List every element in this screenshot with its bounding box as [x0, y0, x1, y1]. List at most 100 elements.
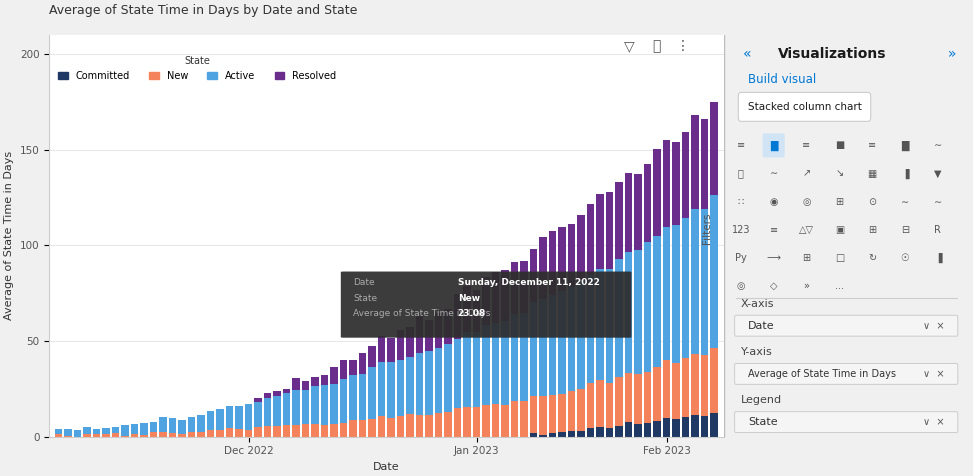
Bar	[577, 215, 585, 280]
Bar	[359, 374, 367, 420]
FancyBboxPatch shape	[739, 92, 871, 121]
Bar	[625, 373, 632, 422]
Bar	[453, 408, 461, 436]
Text: ⊙: ⊙	[868, 197, 877, 207]
Bar	[235, 429, 243, 436]
Bar	[407, 357, 414, 414]
Bar	[691, 115, 699, 208]
Text: ∨  ×: ∨ ×	[922, 369, 945, 379]
Bar	[54, 429, 62, 434]
Bar	[188, 432, 196, 436]
Bar	[530, 249, 537, 302]
Text: ▣: ▣	[835, 225, 844, 235]
Bar	[254, 398, 262, 402]
Text: ■: ■	[835, 140, 844, 150]
Bar	[587, 275, 595, 383]
Bar	[369, 367, 376, 418]
Bar	[369, 346, 376, 367]
Bar	[102, 434, 110, 436]
Bar	[397, 330, 405, 360]
Bar	[710, 348, 718, 413]
Bar	[311, 424, 319, 436]
Bar	[359, 420, 367, 436]
Bar	[663, 227, 670, 360]
Bar	[701, 119, 708, 209]
Bar	[178, 434, 186, 436]
Bar	[331, 384, 338, 424]
Bar	[226, 428, 234, 436]
Text: ≡: ≡	[803, 140, 811, 150]
Bar	[254, 427, 262, 436]
Bar	[577, 388, 585, 431]
Bar	[188, 417, 196, 432]
Bar	[198, 432, 205, 436]
Bar	[264, 398, 271, 426]
Bar	[140, 423, 148, 435]
Bar	[150, 432, 158, 436]
Bar	[302, 424, 309, 436]
Text: X-axis: X-axis	[740, 299, 775, 309]
Text: Date: Date	[748, 321, 775, 331]
Text: ◉: ◉	[770, 197, 777, 207]
Bar	[112, 433, 120, 436]
Text: ◇: ◇	[770, 281, 777, 291]
Bar	[378, 362, 385, 416]
Bar	[539, 396, 547, 435]
Bar	[169, 417, 176, 433]
Bar	[397, 416, 405, 436]
Bar	[530, 433, 537, 436]
Bar	[491, 323, 499, 404]
Bar	[415, 415, 423, 436]
Text: ⊞: ⊞	[835, 197, 844, 207]
Bar	[606, 383, 613, 427]
Bar	[453, 294, 461, 339]
Bar	[559, 291, 566, 394]
Text: ∼: ∼	[770, 169, 777, 178]
Text: ⊞: ⊞	[868, 225, 877, 235]
Bar	[559, 394, 566, 432]
Bar	[425, 415, 433, 436]
Bar	[387, 418, 395, 436]
Bar	[672, 225, 680, 363]
Bar	[178, 420, 186, 434]
Bar	[606, 269, 613, 383]
Text: ☉: ☉	[901, 253, 910, 263]
Bar	[160, 432, 167, 436]
Bar	[682, 416, 690, 436]
Bar	[415, 353, 423, 415]
Text: ▽: ▽	[624, 39, 634, 53]
Bar	[501, 270, 509, 321]
Bar	[634, 424, 642, 436]
Bar	[606, 192, 613, 269]
FancyBboxPatch shape	[341, 271, 631, 337]
Text: Filters: Filters	[703, 213, 712, 244]
Bar	[587, 383, 595, 428]
Bar	[587, 204, 595, 275]
Bar	[549, 395, 557, 433]
Bar	[663, 140, 670, 227]
Text: ↻: ↻	[868, 253, 877, 263]
Bar	[521, 401, 528, 436]
Bar	[74, 430, 82, 436]
FancyBboxPatch shape	[763, 133, 784, 158]
Text: Build visual: Build visual	[748, 73, 816, 86]
Bar	[539, 435, 547, 436]
Text: Stacked column chart: Stacked column chart	[747, 102, 861, 112]
Bar	[653, 237, 661, 367]
Bar	[415, 316, 423, 353]
Bar	[273, 391, 281, 397]
Bar	[102, 427, 110, 434]
Text: ∼: ∼	[901, 197, 909, 207]
Bar	[596, 194, 604, 269]
Bar	[445, 344, 451, 412]
Bar	[473, 407, 481, 436]
Bar	[663, 418, 670, 436]
Bar	[596, 380, 604, 427]
Bar	[644, 164, 651, 242]
Bar	[463, 286, 471, 332]
Bar	[549, 230, 557, 295]
Bar	[331, 424, 338, 436]
Text: ↘: ↘	[835, 169, 844, 178]
Bar	[682, 358, 690, 416]
Bar	[596, 269, 604, 380]
